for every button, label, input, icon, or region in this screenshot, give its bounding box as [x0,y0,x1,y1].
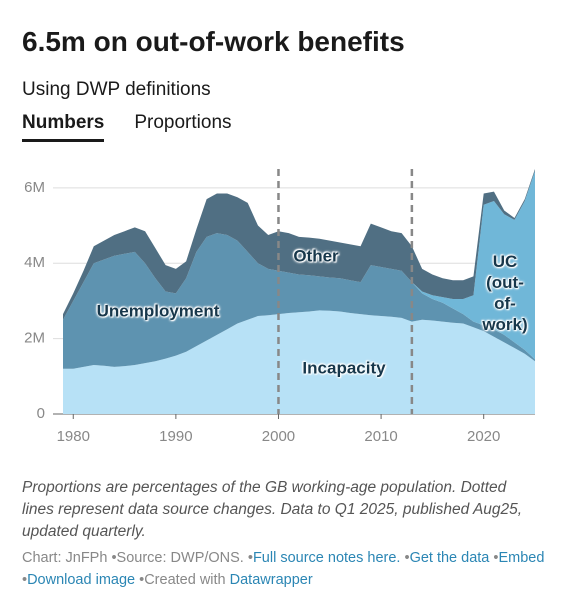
notes: Proportions are percentages of the GB wo… [22,479,523,540]
credit: Chart: JnFPh [22,550,108,566]
x-tick-label: 1990 [159,428,192,445]
series-label: Incapacity [302,358,386,378]
x-tick-label: 1980 [57,428,90,445]
footer: Chart: JnFPh Source: DWP/ONS. Full source… [22,547,547,591]
area [411,170,535,360]
source: Source: DWP/ONS. [116,550,244,566]
areas [63,169,535,414]
separator [22,572,27,588]
chart: 0 2M 4M 6M 1980 1990 2000 2010 2020 [24,169,535,445]
y-tick-label: 0 [37,405,45,422]
series-label: UC (out-of-work) [482,252,528,334]
tab[interactable]: Numbers [22,112,105,142]
y-tick-label: 2M [24,330,45,347]
tabs: Numbers Proportions [22,112,232,142]
footer-link[interactable]: Download image [27,572,136,588]
y-tick-label: 6M [24,179,45,196]
series-label: Other [293,246,339,266]
x-tick-label: 2020 [467,428,500,445]
title: 6.5m on out-of-work benefits [22,26,405,57]
separator [400,550,409,566]
series-label: Unemployment [96,301,220,321]
tab[interactable]: Proportions [134,112,232,133]
area [63,310,535,414]
footer-link[interactable]: Get the data [409,550,490,566]
x-tick-label: 2010 [364,428,397,445]
tool-link[interactable]: Datawrapper [229,572,313,588]
footer-link[interactable]: Full source notes here. [252,550,401,566]
footer-link[interactable]: Embed [498,550,545,566]
separator [248,550,253,566]
y-tick-label: 4M [24,254,45,271]
separator [489,550,498,566]
x-tick-label: 2000 [262,428,295,445]
subtitle: Using DWP definitions [22,79,211,100]
area [63,169,535,320]
area [63,233,535,369]
created: Created with [144,572,226,588]
